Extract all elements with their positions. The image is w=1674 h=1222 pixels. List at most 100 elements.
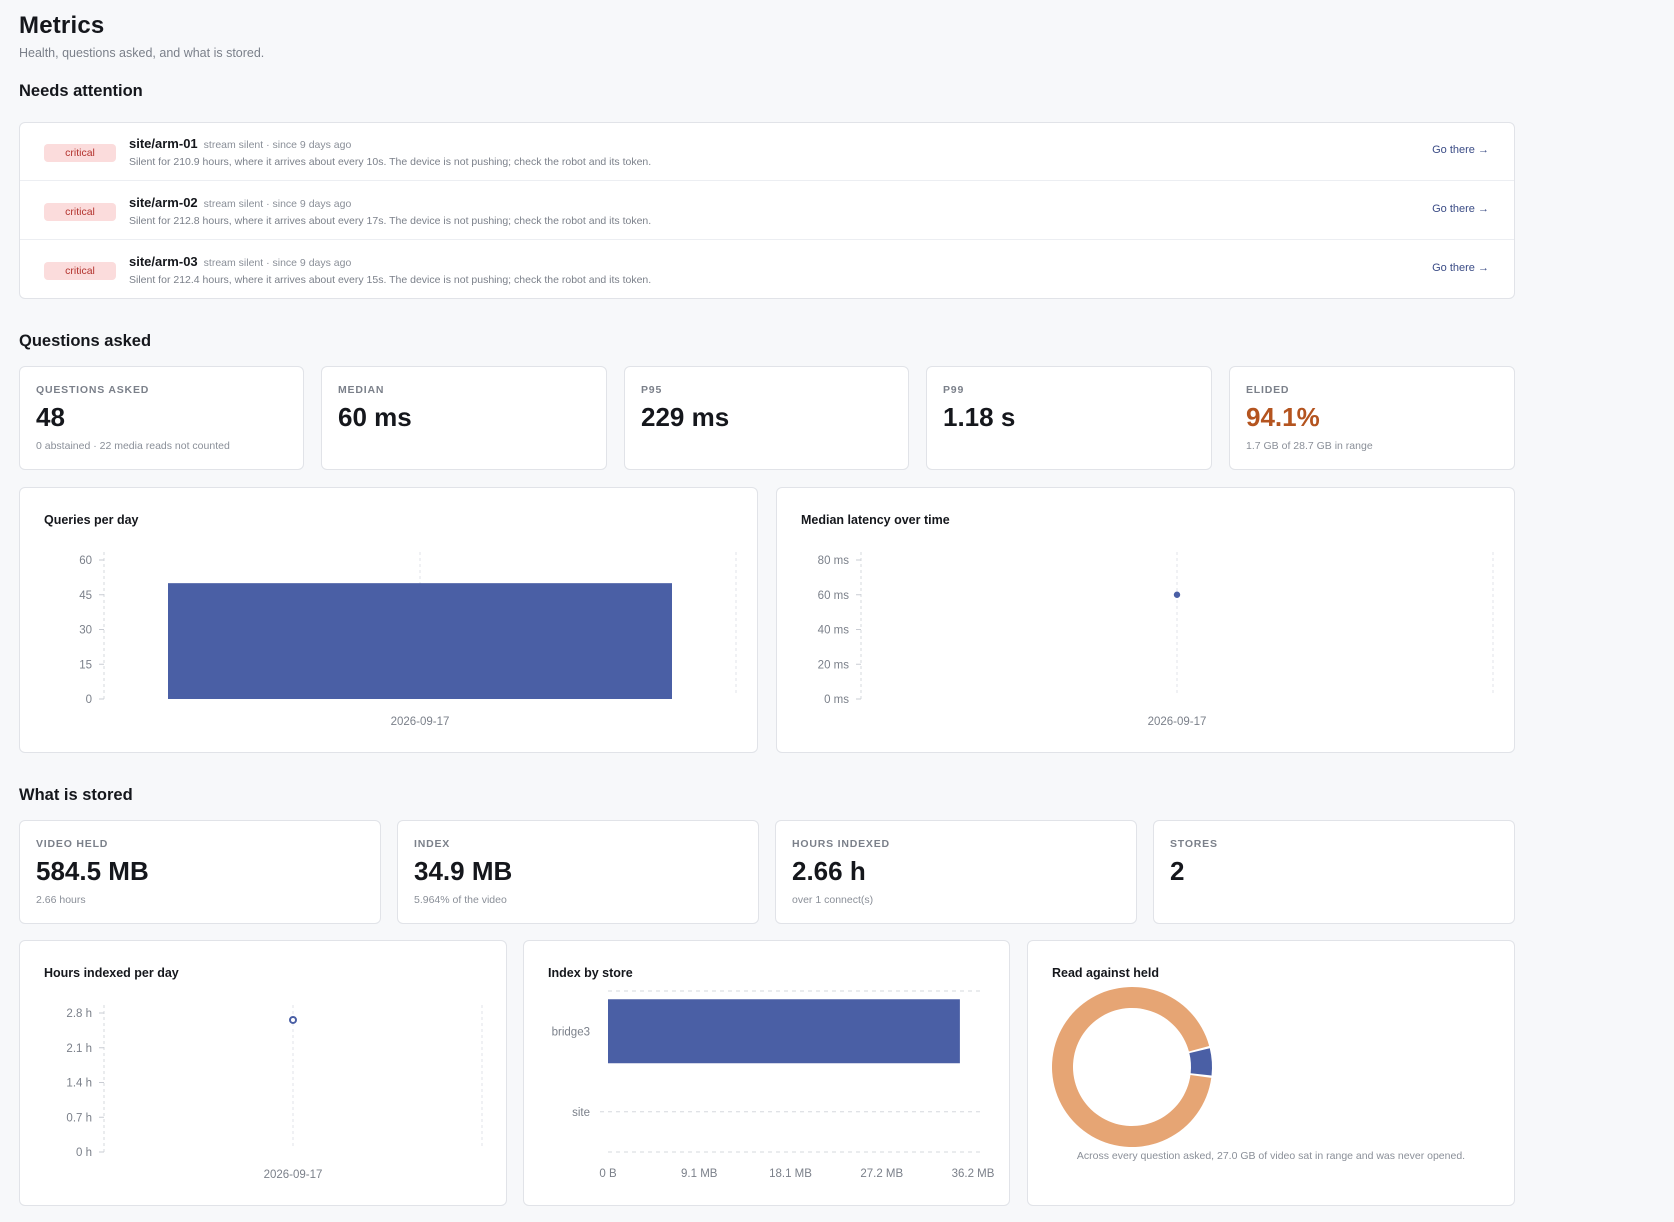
alert-meta: stream silent · since 9 days ago: [203, 257, 352, 269]
alert-row: critical site/arm-01 stream silent · sinc…: [20, 123, 1514, 181]
stat-card-index: Index 34.9 MB 5.964% of the video: [397, 820, 759, 924]
data-point: [1173, 591, 1181, 598]
y-tick-label: 2.8 h: [66, 1008, 92, 1020]
go-there-link[interactable]: Go there →: [1432, 203, 1489, 215]
stat-value: 2: [1170, 856, 1185, 886]
go-there-link[interactable]: Go there →: [1432, 144, 1489, 156]
y-tick-label: 0.7 h: [66, 1112, 92, 1124]
alert-description: Silent for 210.9 hours, where it arrives…: [129, 156, 652, 168]
x-tick-label: 2026-09-17: [264, 1169, 323, 1181]
data-point: [289, 1015, 297, 1024]
alert-device-name: site/arm-01: [129, 136, 198, 151]
chart-index-by-store: Index by store bridge3 site 0 B 9.1 MB 18.1 …: [523, 940, 1010, 1206]
stat-value: 60 ms: [338, 402, 412, 432]
chart-svg: 0 h 0.7 h 1.4 h 2.1 h 2.8 h 2026-09-17: [66, 1005, 483, 1181]
stat-value: 48: [36, 402, 65, 432]
stat-card-median: Median 60 ms: [321, 366, 607, 470]
bar: [168, 583, 672, 699]
go-there-link[interactable]: Go there →: [1432, 262, 1489, 274]
x-tick-label: 18.1 MB: [769, 1168, 812, 1180]
donut-caption: Across every question asked, 27.0 GB of …: [1076, 1150, 1466, 1162]
stat-value: 229 ms: [641, 402, 730, 432]
y-tick-label: 60 ms: [818, 590, 850, 602]
alert-title: site/arm-02 stream silent · since 9 days …: [129, 195, 351, 210]
x-tick-label: 9.1 MB: [681, 1168, 718, 1180]
stat-value: 94.1%: [1246, 402, 1320, 432]
stat-label: Median: [338, 384, 385, 396]
stat-label: Questions asked: [36, 384, 150, 396]
stat-sub: 0 abstained · 22 media reads not counted: [36, 440, 230, 452]
severity-badge: critical: [44, 262, 116, 280]
chart-title: Median latency over time: [801, 513, 950, 527]
stat-card-elided: Elided 94.1% 1.7 GB of 28.7 GB in range: [1229, 366, 1515, 470]
chart-title: Hours indexed per day: [44, 966, 179, 980]
stat-card-p99: P99 1.18 s: [926, 366, 1212, 470]
y-tick-label: 45: [79, 590, 92, 602]
x-tick-label: 27.2 MB: [860, 1168, 903, 1180]
alert-meta: stream silent · since 9 days ago: [203, 198, 352, 210]
arrow-right-icon: →: [1478, 203, 1489, 215]
stat-label: Video held: [36, 838, 109, 850]
go-there-label: Go there: [1432, 144, 1475, 156]
stat-label: Hours indexed: [792, 838, 890, 850]
alert-description: Silent for 212.8 hours, where it arrives…: [129, 215, 652, 227]
severity-badge: critical: [44, 144, 116, 162]
y-tick-label: 20 ms: [818, 659, 850, 671]
stat-sub: 5.964% of the video: [414, 894, 507, 906]
stat-sub: 1.7 GB of 28.7 GB in range: [1246, 440, 1373, 452]
alert-title: site/arm-03 stream silent · since 9 days …: [129, 254, 351, 269]
attention-list: critical site/arm-01 stream silent · sinc…: [19, 122, 1515, 299]
chart-queries-per-day: Queries per day 0 15 30 45 60 2026-09-17: [19, 487, 758, 753]
stat-label: Elided: [1246, 384, 1290, 396]
alert-row: critical site/arm-02 stream silent · sinc…: [20, 182, 1514, 240]
y-tick-label: 40 ms: [818, 625, 850, 637]
y-tick-label: 0 h: [76, 1147, 92, 1159]
stat-value: 34.9 MB: [414, 856, 513, 886]
alert-device-name: site/arm-03: [129, 254, 198, 269]
chart-title: Queries per day: [44, 513, 139, 527]
x-tick-label: 2026-09-17: [391, 716, 450, 728]
y-tick-label: bridge3: [552, 1026, 590, 1038]
stat-sub: 2.66 hours: [36, 894, 86, 906]
y-tick-label: 15: [79, 659, 92, 671]
stat-value: 2.66 h: [792, 856, 866, 886]
x-tick-label: 0 B: [599, 1168, 617, 1180]
alert-device-name: site/arm-02: [129, 195, 198, 210]
chart-read-against-held: Read against held Across every question …: [1027, 940, 1515, 1206]
chart-svg: bridge3 site 0 B 9.1 MB 18.1 MB 27.2 MB 36.2 M…: [552, 990, 995, 1180]
chart-svg: 0 ms 20 ms 40 ms 60 ms 80 ms 2026-09-17: [818, 552, 1494, 728]
y-tick-label: site: [572, 1107, 590, 1119]
severity-badge: critical: [44, 203, 116, 221]
section-heading-stored: What is stored: [19, 786, 133, 804]
stat-label: P95: [641, 384, 663, 396]
section-heading-attention: Needs attention: [19, 82, 143, 100]
page-subtitle: Health, questions asked, and what is sto…: [19, 46, 265, 60]
page-title: Metrics: [19, 12, 105, 39]
stat-value: 584.5 MB: [36, 856, 149, 886]
y-tick-label: 1.4 h: [66, 1078, 92, 1090]
y-tick-label: 30: [79, 625, 92, 637]
chart-hours-indexed-per-day: Hours indexed per day 0 h 0.7 h 1.4 h 2.1 h…: [19, 940, 507, 1206]
alert-description: Silent for 212.4 hours, where it arrives…: [129, 274, 652, 286]
alert-row: critical site/arm-03 stream silent · sinc…: [20, 241, 1514, 299]
stat-value: 1.18 s: [943, 402, 1016, 432]
y-tick-label: 2.1 h: [66, 1043, 92, 1055]
x-tick-label: 36.2 MB: [952, 1168, 995, 1180]
y-tick-label: 80 ms: [818, 555, 850, 567]
chart-svg: 0 15 30 45 60 2026-09-17: [79, 552, 737, 728]
section-heading-questions: Questions asked: [19, 332, 152, 350]
x-tick-label: 2026-09-17: [1148, 716, 1207, 728]
stat-label: P99: [943, 384, 965, 396]
y-tick-label: 0 ms: [824, 694, 849, 706]
go-there-label: Go there: [1432, 262, 1475, 274]
chart-svg: [1052, 987, 1212, 1147]
stat-label: Stores: [1170, 838, 1218, 850]
stat-card-p95: P95 229 ms: [624, 366, 909, 470]
stat-label: Index: [414, 838, 451, 850]
pie-slice: [1189, 1048, 1212, 1076]
stat-card-video-held: Video held 584.5 MB 2.66 hours: [19, 820, 381, 924]
y-tick-label: 60: [79, 555, 92, 567]
stat-sub: over 1 connect(s): [792, 894, 874, 906]
chart-title: Read against held: [1052, 966, 1159, 980]
stat-card-hours-indexed: Hours indexed 2.66 h over 1 connect(s): [775, 820, 1137, 924]
